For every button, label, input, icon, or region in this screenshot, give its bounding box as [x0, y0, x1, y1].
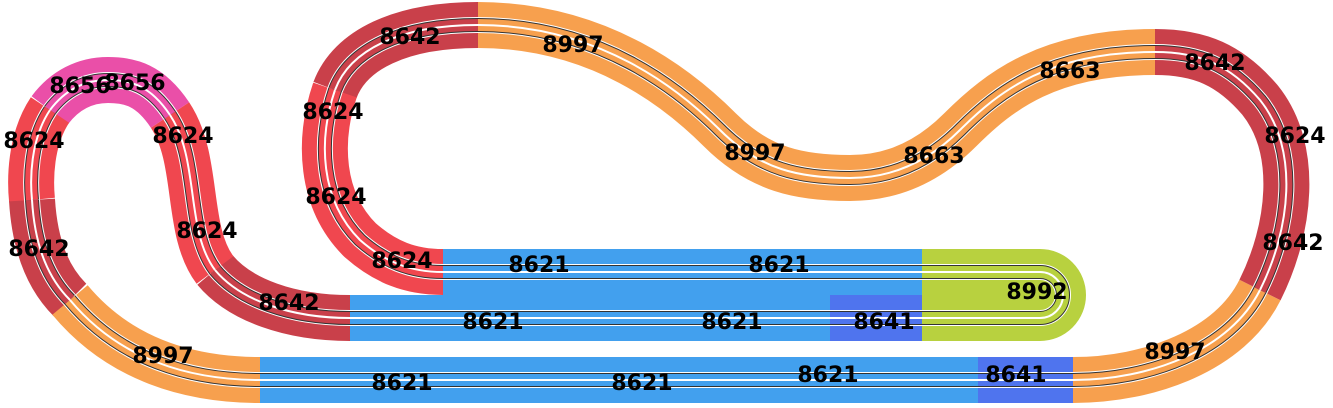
piece-label: 8624: [371, 249, 432, 274]
piece-label: 8621: [797, 363, 858, 388]
piece-label: 8621: [508, 253, 569, 278]
track-piece: [334, 24, 479, 91]
piece-label: 8641: [853, 310, 914, 335]
track-piece: [31, 199, 71, 301]
piece-label: 8624: [1264, 124, 1325, 149]
piece-label: 8624: [305, 185, 366, 210]
piece-label: 8641: [985, 363, 1046, 388]
piece-label: 8656: [104, 71, 165, 96]
track-piece: [214, 269, 351, 319]
piece-label: 8621: [701, 310, 762, 335]
piece-label: 8624: [302, 100, 363, 125]
track-piece: [922, 271, 1064, 319]
piece-label: 8624: [152, 124, 213, 149]
piece-label: 8624: [176, 219, 237, 244]
piece-label: 8642: [258, 291, 319, 316]
piece-label: 8642: [1262, 231, 1323, 256]
track-segments: [8, 2, 1310, 403]
piece-label: 8997: [132, 344, 193, 369]
track-piece: [69, 299, 261, 381]
track-piece: [1154, 51, 1288, 291]
track-piece: [477, 24, 1156, 180]
piece-label: 8663: [903, 144, 964, 169]
piece-label: 8621: [371, 371, 432, 396]
piece-label: 8624: [3, 129, 64, 154]
piece-label: 8621: [748, 253, 809, 278]
track-piece: [49, 78, 171, 116]
piece-label: 8621: [462, 310, 523, 335]
piece-label: 8642: [379, 25, 440, 50]
piece-label: 8656: [49, 74, 110, 99]
piece-label: 8621: [611, 371, 672, 396]
piece-label: 8663: [1039, 59, 1100, 84]
piece-label: 8997: [542, 33, 603, 58]
track-piece: [1072, 289, 1261, 381]
track-piece: [323, 89, 444, 273]
piece-label: 8997: [724, 141, 785, 166]
track-piece: [169, 114, 216, 271]
piece-label: 8997: [1144, 340, 1205, 365]
piece-labels: 8642 8997 8624 8624 8624 8621 8621 8992 8997 8663…: [3, 25, 1325, 396]
piece-label: 8992: [1006, 280, 1067, 305]
track-piece: [30, 109, 51, 201]
piece-label: 8642: [1184, 51, 1245, 76]
piece-label: 8642: [8, 237, 69, 262]
